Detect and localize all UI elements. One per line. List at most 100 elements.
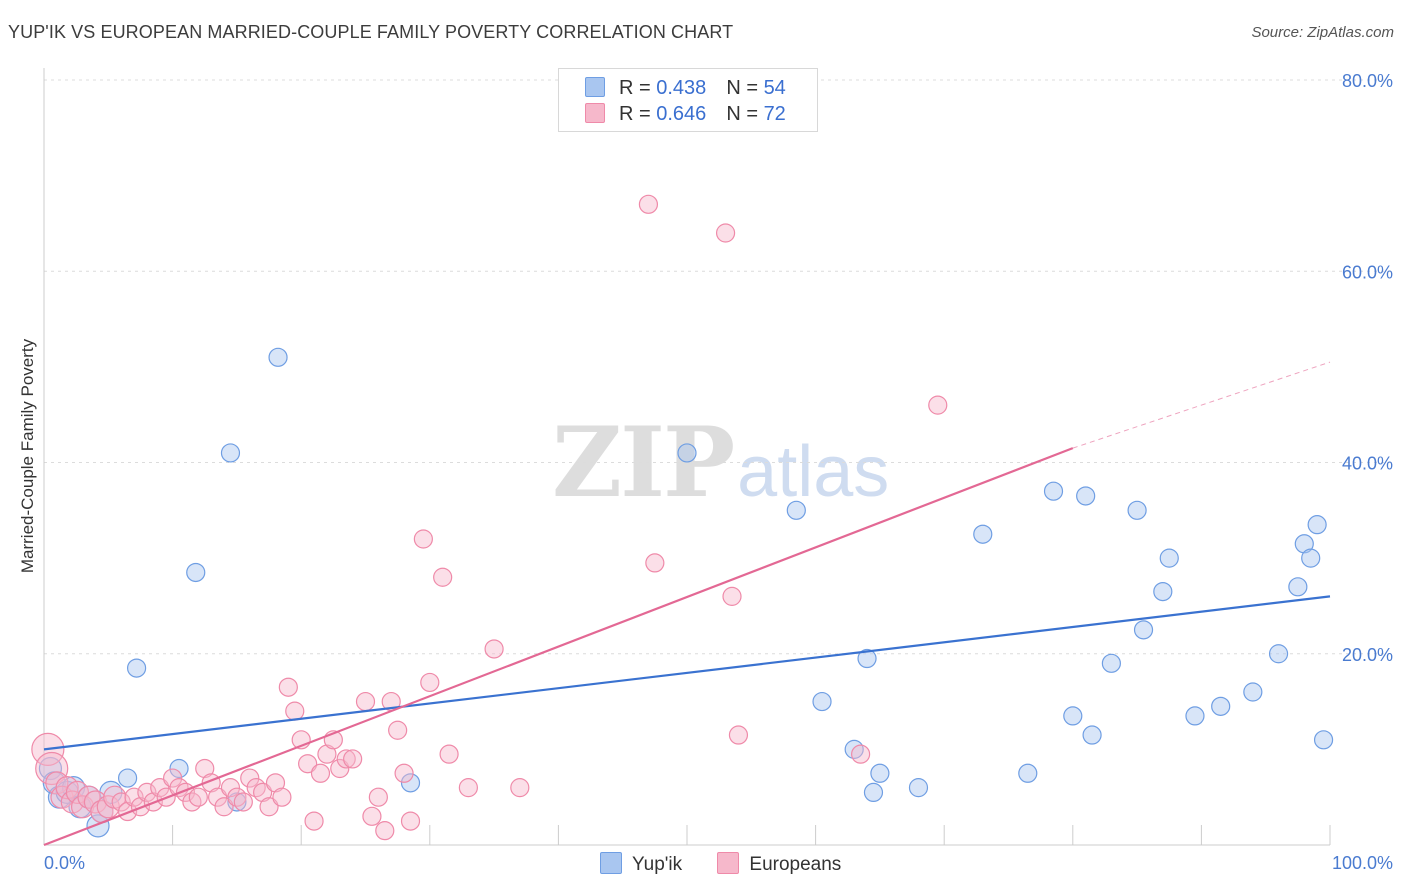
watermark-atlas: atlas — [737, 432, 890, 512]
european-point — [510, 778, 530, 798]
legend-swatch-europeans — [585, 103, 605, 123]
yupik-point — [268, 347, 288, 367]
legend-r-label: R = — [619, 103, 657, 125]
yupik-point — [227, 792, 247, 812]
european-point — [439, 744, 459, 764]
european-point — [150, 778, 170, 798]
european-trendline — [43, 447, 1074, 847]
european-point — [310, 763, 331, 783]
yupik-point — [908, 778, 929, 798]
legend-row-europeans: R = 0.646 N = 72 — [585, 103, 786, 129]
european-point — [188, 787, 208, 807]
european-point — [240, 768, 260, 788]
european-point — [214, 797, 234, 817]
legend-n-label: N = — [726, 103, 764, 125]
european-point — [35, 751, 69, 786]
european-point — [285, 701, 305, 721]
european-point — [645, 553, 665, 573]
yupik-point — [169, 758, 189, 779]
series-legend-europeans: Europeans — [717, 852, 841, 876]
legend-n-label: N = — [726, 77, 764, 99]
european-point — [195, 758, 215, 779]
european-point — [928, 395, 948, 415]
source-label: Source: ZipAtlas.com — [1251, 24, 1394, 41]
european-point — [124, 787, 144, 807]
series-label-europeans: Europeans — [749, 854, 842, 875]
european-point — [722, 586, 742, 606]
legend-n-value: 54 — [763, 77, 786, 99]
european-point — [484, 639, 504, 659]
chart-title: YUP'IK VS EUROPEAN MARRIED-COUPLE FAMILY… — [8, 22, 734, 42]
yupik-point — [86, 814, 110, 838]
yupik-point — [1076, 486, 1096, 506]
series-legend: Yup'ik Europeans — [600, 852, 871, 876]
european-point — [278, 677, 298, 697]
yupik-point — [1133, 620, 1154, 640]
european-point — [208, 787, 228, 807]
yupik-point — [870, 763, 890, 783]
european-point — [375, 821, 395, 841]
series-swatch-europeans — [717, 852, 740, 874]
european-point — [137, 782, 157, 803]
european-point — [355, 691, 376, 712]
legend-row-yupik: R = 0.438 N = 54 — [585, 77, 786, 103]
european-point — [304, 811, 324, 831]
series-label-yupik: Yup'ik — [632, 854, 683, 875]
yupik-point — [1313, 730, 1334, 750]
european-point — [220, 778, 241, 798]
european-point — [728, 725, 749, 745]
legend-r-value: 0.438 — [656, 77, 707, 99]
yupik-point — [220, 443, 241, 463]
yupik-point — [186, 562, 206, 583]
european-point — [851, 744, 871, 764]
yupik-point — [1153, 581, 1173, 602]
european-point — [368, 787, 388, 807]
european-point — [330, 758, 350, 779]
yupik-point — [126, 658, 147, 678]
european-point — [715, 223, 736, 243]
yupik-point — [1211, 696, 1231, 716]
european-trendline-extension — [1072, 361, 1331, 449]
yupik-point — [973, 524, 993, 544]
legend-n-value: 72 — [763, 103, 786, 125]
european-point — [317, 744, 337, 764]
y-tick-label: 20.0% — [1342, 645, 1393, 665]
x-tick-label: 100.0% — [1332, 853, 1393, 873]
european-point — [394, 763, 414, 783]
yupik-point — [1043, 481, 1064, 501]
yupik-point — [1185, 706, 1205, 726]
european-point — [343, 749, 363, 769]
yupik-point — [117, 768, 138, 788]
european-point — [638, 194, 659, 214]
yupik-point — [1307, 515, 1327, 535]
european-point — [163, 768, 183, 788]
yupik-point — [1082, 725, 1102, 745]
european-point — [458, 778, 478, 798]
european-point — [413, 529, 433, 549]
yupik-point — [1101, 653, 1121, 673]
y-tick-label: 40.0% — [1342, 454, 1393, 474]
european-point — [433, 567, 453, 587]
european-point — [253, 782, 273, 803]
yupik-point — [1243, 682, 1263, 702]
european-point — [420, 672, 440, 693]
legend-r-value: 0.646 — [656, 103, 707, 125]
yupik-point — [1294, 534, 1314, 554]
european-point — [388, 720, 408, 740]
legend-swatch-yupik — [585, 77, 605, 97]
european-point — [362, 806, 382, 826]
yupik-point — [1268, 644, 1289, 664]
yupik-point — [677, 443, 697, 463]
yupik-point — [400, 773, 421, 793]
european-point — [400, 811, 421, 831]
series-swatch-yupik — [600, 852, 622, 874]
yupik-point — [1018, 763, 1038, 783]
yupik-point — [1159, 548, 1179, 568]
yupik-trendline — [43, 595, 1331, 751]
x-tick-label: 0.0% — [44, 853, 85, 873]
european-point — [111, 792, 131, 812]
european-point — [265, 773, 286, 793]
yupik-point — [1063, 706, 1083, 726]
european-point — [65, 780, 90, 805]
